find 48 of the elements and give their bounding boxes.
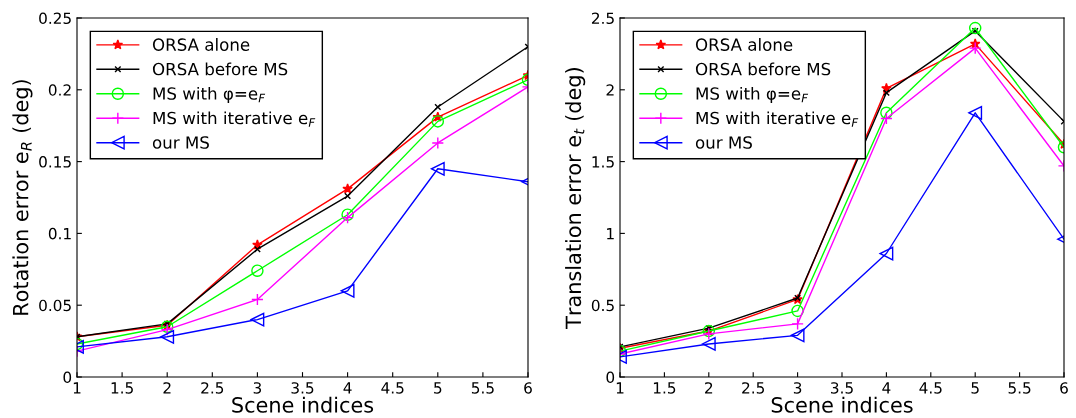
x-tick-label: 5 bbox=[434, 382, 442, 394]
x-tick-label: 1 bbox=[616, 382, 624, 394]
y-axis-title: Translation error e$_{t}$ (deg) bbox=[565, 68, 586, 329]
y-tick-label: 0 bbox=[63, 371, 72, 384]
y-tick-label: 0.25 bbox=[39, 12, 71, 25]
x-tick-label: 4 bbox=[882, 382, 891, 394]
x-tick-label: 4.5 bbox=[381, 382, 404, 394]
x-tick-label: 2.5 bbox=[742, 382, 765, 394]
x-tick-label: 1 bbox=[73, 382, 81, 394]
x-tick-label: 6 bbox=[524, 382, 532, 394]
x-tick-label: 2 bbox=[705, 382, 713, 394]
y-tick-label: 0.05 bbox=[39, 299, 71, 312]
y-tick-label: 1 bbox=[607, 228, 614, 240]
x-tick-label: 3 bbox=[253, 382, 262, 394]
legend-label: our MS bbox=[695, 136, 752, 149]
x-axis-title: Scene indices bbox=[771, 396, 913, 413]
x-tick-label: 1.5 bbox=[653, 382, 676, 394]
y-axis-title: Rotation error e$_{R}$ (deg) bbox=[12, 80, 33, 315]
y-tick-label: 0.15 bbox=[39, 156, 71, 168]
x-tick-label: 3 bbox=[793, 382, 802, 394]
x-tick-label: 2.5 bbox=[201, 382, 224, 394]
legend-label: ORSA alone bbox=[695, 38, 793, 51]
y-tick-label: 1.5 bbox=[592, 156, 614, 168]
x-tick-label: 5.5 bbox=[471, 382, 494, 394]
x-tick-label: 4 bbox=[343, 382, 352, 394]
x-tick-label: 3.5 bbox=[291, 382, 314, 394]
x-axis-title: Scene indices bbox=[232, 396, 374, 413]
legend-label: our MS bbox=[152, 136, 209, 149]
x-tick-label: 6 bbox=[1060, 382, 1068, 394]
legend-label: MS with φ=e$_{F}$ bbox=[696, 86, 809, 104]
x-tick-label: 3.5 bbox=[831, 382, 853, 394]
y-tick-label: 0.5 bbox=[591, 299, 614, 312]
legend-label: MS with iterative e$_{F}$ bbox=[696, 111, 859, 127]
legend-label: ORSA alone bbox=[152, 38, 250, 51]
y-tick-label: 0.1 bbox=[48, 227, 71, 240]
x-tick-label: 5.5 bbox=[1008, 382, 1031, 394]
legend-label: MS with φ=e$_{F}$ bbox=[153, 86, 266, 104]
legend-label: ORSA before MS bbox=[152, 62, 288, 76]
x-tick-label: 1.5 bbox=[111, 382, 133, 394]
y-tick-label: 2.5 bbox=[591, 12, 614, 25]
x-tick-label: 2 bbox=[163, 382, 171, 394]
y-tick-label: 2 bbox=[606, 84, 614, 96]
legend-label: MS with iterative e$_{F}$ bbox=[153, 111, 316, 127]
legend-label: ORSA before MS bbox=[695, 62, 831, 76]
x-tick-label: 5 bbox=[971, 382, 979, 394]
y-tick-label: 0.2 bbox=[48, 84, 71, 96]
y-tick-label: 0 bbox=[606, 371, 615, 384]
x-tick-label: 4.5 bbox=[919, 382, 942, 394]
